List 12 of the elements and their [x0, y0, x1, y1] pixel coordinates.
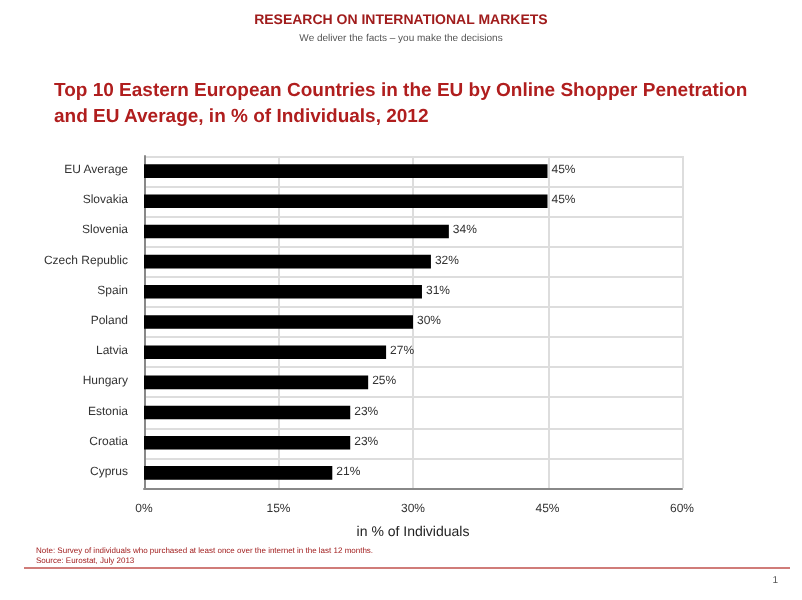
chart-title: Top 10 Eastern European Countries in the EU by Online Shopper Penetration and EU Average, in % of Individuals, 2012 — [54, 80, 753, 128]
bar — [144, 466, 333, 480]
bar — [144, 224, 449, 239]
bar — [144, 405, 351, 420]
bar — [144, 285, 422, 299]
bar — [144, 254, 431, 269]
bar — [144, 375, 369, 390]
bar — [144, 164, 548, 178]
bar — [144, 345, 387, 359]
bar — [144, 315, 413, 329]
bar — [144, 435, 351, 450]
bar — [144, 194, 548, 209]
